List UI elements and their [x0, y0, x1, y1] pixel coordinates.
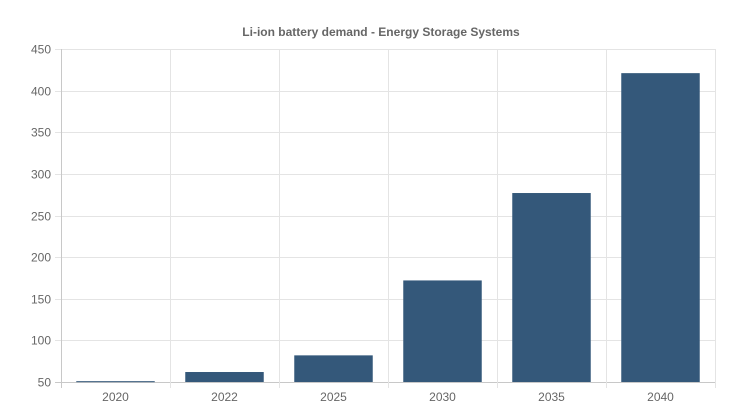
bars [76, 73, 700, 383]
x-axis-ticks: 2020 2022 2025 2030 2035 2040 [102, 390, 674, 404]
y-tick-label: 250 [31, 210, 51, 224]
y-tick-label: 100 [31, 334, 51, 348]
bar-2035 [512, 193, 591, 382]
bar-2040 [621, 73, 700, 382]
x-tick-label: 2025 [320, 390, 347, 404]
bar-2025 [294, 355, 373, 382]
y-axis-ticks: 50 100 150 200 250 300 350 400 450 [31, 43, 51, 390]
y-tick-label: 50 [38, 376, 52, 390]
x-tick-label: 2035 [538, 390, 565, 404]
x-tick-label: 2020 [102, 390, 129, 404]
y-tick-label: 200 [31, 251, 51, 265]
chart-title: Li-ion battery demand - Energy Storage S… [242, 25, 520, 39]
y-tick-label: 350 [31, 126, 51, 140]
bar-2020 [76, 381, 155, 383]
x-tick-label: 2040 [647, 390, 674, 404]
bar-2022 [185, 372, 264, 382]
bar-2030 [403, 280, 482, 382]
x-tick-label: 2030 [429, 390, 456, 404]
gridlines [55, 49, 716, 388]
x-tick-label: 2022 [211, 390, 238, 404]
y-tick-label: 300 [31, 168, 51, 182]
y-tick-label: 150 [31, 293, 51, 307]
y-tick-label: 400 [31, 85, 51, 99]
y-tick-label: 450 [31, 43, 51, 57]
